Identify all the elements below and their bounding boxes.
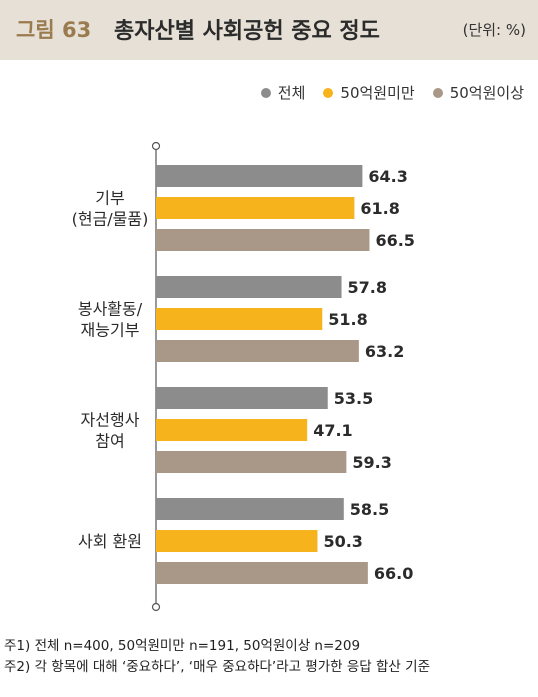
figure-number: 그림 63 xyxy=(16,18,92,42)
footnote-2: 주2) 각 항목에 대해 ‘중요하다’, ‘매우 중요하다’라고 평가한 응답 … xyxy=(4,659,430,675)
value-label-volunteering-over-5b: 63.2 xyxy=(365,342,404,361)
value-label-donation-total: 64.3 xyxy=(368,167,407,186)
unit-label: (단위: %) xyxy=(462,21,526,39)
legend-swatch-over-5b xyxy=(432,87,443,98)
legend-item-under-5b: 50억원미만 xyxy=(323,82,415,103)
bar-donation-over-5b xyxy=(156,229,370,251)
value-label-charity-event-under-5b: 47.1 xyxy=(313,421,352,440)
value-label-social-return-under-5b: 50.3 xyxy=(323,532,362,551)
bar-social-return-under-5b xyxy=(156,530,318,552)
value-label-social-return-over-5b: 66.0 xyxy=(374,564,413,583)
bar-charity-event-total xyxy=(156,387,328,409)
category-label-volunteering: 봉사활동/ xyxy=(78,300,143,319)
value-label-charity-event-total: 53.5 xyxy=(334,389,373,408)
category-label-donation: (현금/물품) xyxy=(72,210,149,229)
bar-social-return-total xyxy=(156,498,344,520)
bar-volunteering-total xyxy=(156,276,342,298)
value-label-donation-over-5b: 66.5 xyxy=(375,231,414,250)
value-label-social-return-total: 58.5 xyxy=(350,500,389,519)
bar-donation-total xyxy=(156,165,363,187)
legend-swatch-total xyxy=(260,87,271,98)
legend-swatch-under-5b xyxy=(323,87,334,98)
legend-item-total: 전체 xyxy=(260,82,306,103)
bar-charity-event-over-5b xyxy=(156,451,347,473)
axis-cap-bottom xyxy=(151,602,161,612)
bar-donation-under-5b xyxy=(156,197,355,219)
legend-item-over-5b: 50억원이상 xyxy=(432,82,524,103)
category-label-charity-event: 참여 xyxy=(95,432,124,451)
value-label-volunteering-under-5b: 51.8 xyxy=(328,310,367,329)
category-label-donation: 기부 xyxy=(95,189,124,208)
value-label-charity-event-over-5b: 59.3 xyxy=(352,453,391,472)
bar-volunteering-under-5b xyxy=(156,308,323,330)
value-label-volunteering-total: 57.8 xyxy=(348,278,387,297)
legend-label-under-5b: 50억원미만 xyxy=(340,84,415,102)
bar-charity-event-under-5b xyxy=(156,419,308,441)
legend-label-total: 전체 xyxy=(277,84,306,102)
footnote-1: 주1) 전체 n=400, 50억원미만 n=191, 50억원이상 n=209 xyxy=(4,638,361,654)
bar-volunteering-over-5b xyxy=(156,340,359,362)
chart-legend: 전체 50억원미만 50억원이상 xyxy=(260,82,524,103)
value-label-donation-under-5b: 61.8 xyxy=(360,199,399,218)
legend-label-over-5b: 50억원이상 xyxy=(449,84,524,102)
figure-header: 그림 63 총자산별 사회공헌 중요 정도 (단위: %) xyxy=(0,0,538,60)
bar-social-return-over-5b xyxy=(156,562,368,584)
category-label-charity-event: 자선행사 xyxy=(81,411,140,430)
category-label-volunteering: 재능기부 xyxy=(81,321,140,340)
footnotes: 주1) 전체 n=400, 50억원미만 n=191, 50억원이상 n=209… xyxy=(4,636,430,678)
category-label-social-return: 사회 환원 xyxy=(78,532,142,551)
axis-cap-top xyxy=(151,141,161,151)
chart-title: 총자산별 사회공헌 중요 정도 xyxy=(114,19,380,44)
